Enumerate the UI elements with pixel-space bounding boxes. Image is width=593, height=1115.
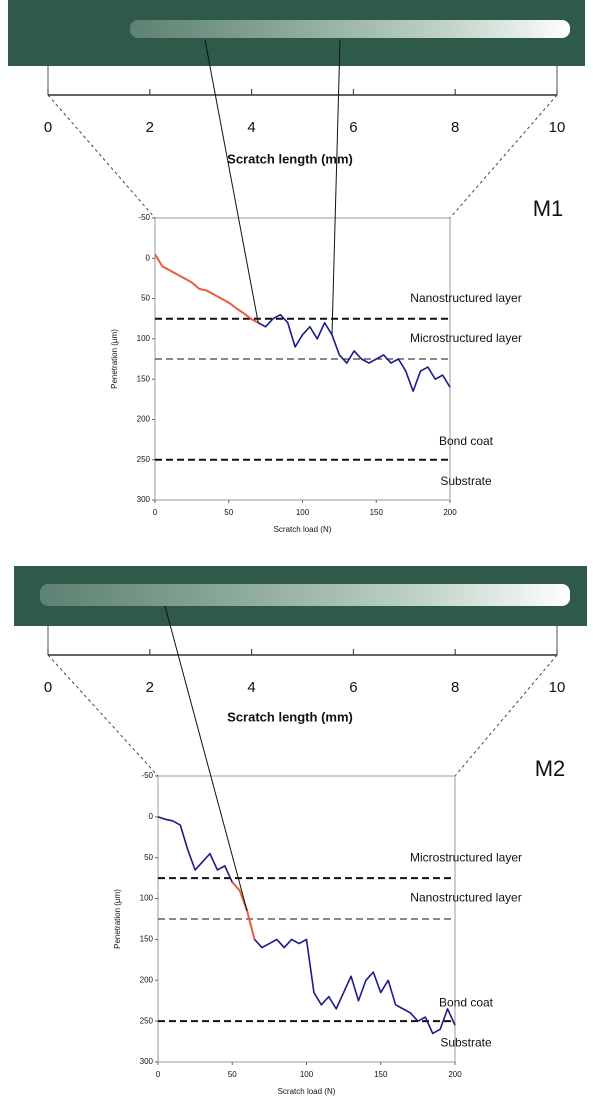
x-tick-label: 0	[156, 1070, 161, 1079]
y-tick-label: 0	[149, 812, 154, 821]
x-tick-label: 150	[370, 508, 384, 517]
data-line	[155, 254, 450, 391]
scale-tick-label: 10	[549, 119, 566, 136]
y-tick-label: 300	[137, 495, 151, 504]
layer-label: Nanostructured layer	[410, 291, 521, 305]
pointer	[332, 40, 340, 335]
y-tick-label: 250	[137, 455, 151, 464]
scratch-track	[40, 584, 570, 606]
scale-tick-label: 0	[44, 679, 52, 696]
chart-title: M1	[533, 196, 564, 221]
y-tick-label: 50	[144, 853, 153, 862]
y-tick-label: 300	[140, 1057, 154, 1066]
scale-tick-label: 0	[44, 119, 52, 136]
y-tick-label: 0	[146, 253, 151, 262]
y-tick-label: 50	[141, 294, 150, 303]
x-axis-label: Scratch load (N)	[278, 1087, 336, 1096]
scale-tick-label: 2	[146, 119, 154, 136]
y-tick-label: 250	[140, 1016, 154, 1025]
x-tick-label: 100	[296, 508, 310, 517]
y-axis-label: Penetration (µm)	[113, 889, 122, 949]
layer-label: Bond coat	[439, 995, 494, 1009]
y-tick-label: 150	[140, 935, 154, 944]
x-tick-label: 200	[448, 1070, 462, 1079]
x-tick-label: 200	[443, 508, 457, 517]
x-tick-label: 150	[374, 1070, 388, 1079]
scale-tick-label: 8	[451, 119, 459, 136]
y-tick-label: 100	[140, 894, 154, 903]
layer-label: Substrate	[440, 474, 492, 488]
zoom-line	[48, 95, 155, 218]
x-tick-label: 100	[300, 1070, 314, 1079]
y-tick-label: 100	[137, 334, 151, 343]
y-tick-label: -50	[141, 771, 153, 780]
x-tick-label: 0	[153, 508, 158, 517]
scale-tick-label: 4	[247, 119, 255, 136]
layer-label: Substrate	[440, 1035, 492, 1049]
scale-tick-label: 10	[549, 679, 566, 696]
y-tick-label: 200	[140, 975, 154, 984]
layer-label: Microstructured layer	[410, 331, 522, 345]
layer-label: Microstructured layer	[410, 850, 522, 864]
scale-tick-label: 2	[146, 679, 154, 696]
x-axis-label: Scratch load (N)	[274, 525, 332, 534]
layer-label: Nanostructured layer	[410, 890, 521, 904]
y-tick-label: -50	[138, 213, 150, 222]
scale-label: Scratch length (mm)	[227, 151, 353, 166]
y-tick-label: 200	[137, 415, 151, 424]
scale-tick-label: 8	[451, 679, 459, 696]
scratch-track	[130, 20, 570, 38]
layer-label: Bond coat	[439, 434, 494, 448]
data-line	[232, 882, 254, 939]
pointer	[165, 606, 247, 911]
y-axis-label: Penetration (µm)	[110, 329, 119, 389]
scale-tick-label: 6	[349, 679, 357, 696]
zoom-line	[48, 655, 158, 776]
scale-label: Scratch length (mm)	[227, 709, 353, 724]
figure: 0246810Scratch length (mm)M1-50050100150…	[0, 0, 593, 1115]
chart-title: M2	[535, 756, 566, 781]
x-tick-label: 50	[224, 508, 233, 517]
x-tick-label: 50	[228, 1070, 237, 1079]
scale-tick-label: 6	[349, 119, 357, 136]
scale-tick-label: 4	[247, 679, 255, 696]
y-tick-label: 150	[137, 374, 151, 383]
pointer	[205, 40, 258, 323]
data-line	[155, 254, 258, 322]
